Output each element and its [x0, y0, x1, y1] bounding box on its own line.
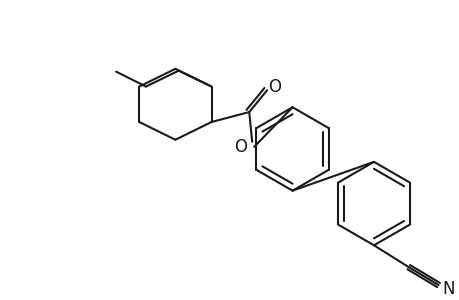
- Text: N: N: [441, 280, 454, 298]
- Text: O: O: [268, 78, 281, 96]
- Text: O: O: [233, 138, 246, 156]
